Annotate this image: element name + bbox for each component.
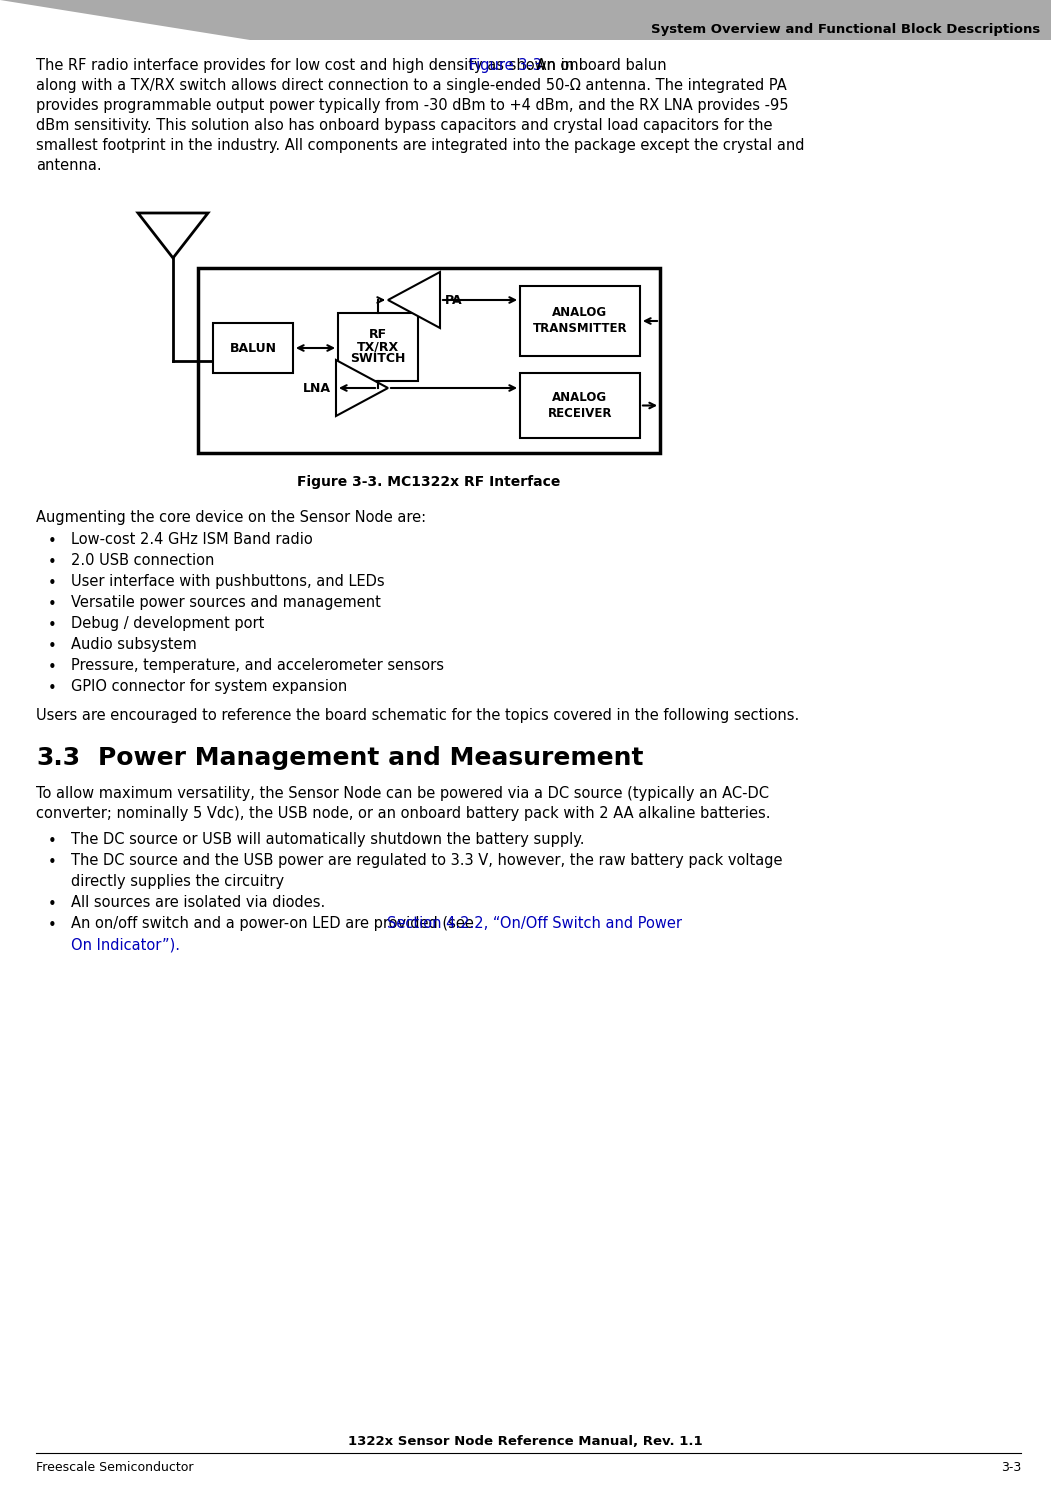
Polygon shape xyxy=(0,0,250,40)
Text: On Indicator”).: On Indicator”). xyxy=(71,938,180,953)
Polygon shape xyxy=(388,272,440,328)
Text: To allow maximum versatility, the Sensor Node can be powered via a DC source (ty: To allow maximum versatility, the Sensor… xyxy=(36,785,769,802)
Text: smallest footprint in the industry. All components are integrated into the packa: smallest footprint in the industry. All … xyxy=(36,137,804,152)
Polygon shape xyxy=(138,213,208,258)
Text: SWITCH: SWITCH xyxy=(350,352,406,366)
Text: provides programmable output power typically from -30 dBm to +4 dBm, and the RX : provides programmable output power typic… xyxy=(36,99,788,113)
Text: The DC source and the USB power are regulated to 3.3 V, however, the raw battery: The DC source and the USB power are regu… xyxy=(71,853,783,867)
Text: Pressure, temperature, and accelerometer sensors: Pressure, temperature, and accelerometer… xyxy=(71,658,444,673)
Bar xyxy=(520,373,640,437)
Bar xyxy=(198,269,660,452)
Text: Versatile power sources and management: Versatile power sources and management xyxy=(71,596,380,611)
Text: TX/RX: TX/RX xyxy=(357,340,399,354)
Text: •: • xyxy=(48,618,57,633)
Bar xyxy=(520,287,640,355)
Text: •: • xyxy=(48,534,57,549)
Text: converter; nominally 5 Vdc), the USB node, or an onboard battery pack with 2 AA : converter; nominally 5 Vdc), the USB nod… xyxy=(36,806,770,821)
Text: Power Management and Measurement: Power Management and Measurement xyxy=(98,746,643,770)
Text: LNA: LNA xyxy=(303,382,331,394)
Text: Audio subsystem: Audio subsystem xyxy=(71,638,197,652)
Text: The RF radio interface provides for low cost and high density as shown in: The RF radio interface provides for low … xyxy=(36,58,579,73)
Text: The DC source or USB will automatically shutdown the battery supply.: The DC source or USB will automatically … xyxy=(71,832,584,847)
Text: User interface with pushbuttons, and LEDs: User interface with pushbuttons, and LED… xyxy=(71,573,385,590)
Text: Augmenting the core device on the Sensor Node are:: Augmenting the core device on the Sensor… xyxy=(36,511,426,526)
Text: 2.0 USB connection: 2.0 USB connection xyxy=(71,552,214,567)
Text: Users are encouraged to reference the board schematic for the topics covered in : Users are encouraged to reference the bo… xyxy=(36,708,799,723)
Text: dBm sensitivity. This solution also has onboard bypass capacitors and crystal lo: dBm sensitivity. This solution also has … xyxy=(36,118,772,133)
Text: directly supplies the circuitry: directly supplies the circuitry xyxy=(71,873,284,888)
Text: TRANSMITTER: TRANSMITTER xyxy=(533,322,627,336)
Text: 1322x Sensor Node Reference Manual, Rev. 1.1: 1322x Sensor Node Reference Manual, Rev.… xyxy=(348,1435,702,1448)
Text: •: • xyxy=(48,835,57,850)
Text: •: • xyxy=(48,576,57,591)
Text: 3-3: 3-3 xyxy=(1001,1462,1021,1474)
Text: •: • xyxy=(48,855,57,870)
Text: along with a TX/RX switch allows direct connection to a single-ended 50-Ω antenn: along with a TX/RX switch allows direct … xyxy=(36,78,787,93)
Text: Section 4.2.2, “On/Off Switch and Power: Section 4.2.2, “On/Off Switch and Power xyxy=(387,917,682,932)
Text: antenna.: antenna. xyxy=(36,158,102,173)
Text: ANALOG: ANALOG xyxy=(553,306,607,320)
Text: Debug / development port: Debug / development port xyxy=(71,617,265,632)
Text: •: • xyxy=(48,660,57,675)
Text: BALUN: BALUN xyxy=(229,342,276,354)
Text: 3.3: 3.3 xyxy=(36,746,80,770)
Text: Figure 3-3. MC1322x RF Interface: Figure 3-3. MC1322x RF Interface xyxy=(297,475,560,490)
Text: •: • xyxy=(48,918,57,933)
Text: •: • xyxy=(48,639,57,654)
Bar xyxy=(338,314,418,381)
Text: Low-cost 2.4 GHz ISM Band radio: Low-cost 2.4 GHz ISM Band radio xyxy=(71,532,313,546)
Text: GPIO connector for system expansion: GPIO connector for system expansion xyxy=(71,679,347,694)
Text: •: • xyxy=(48,897,57,912)
Bar xyxy=(213,322,293,373)
Text: PA: PA xyxy=(445,294,462,306)
Text: •: • xyxy=(48,681,57,696)
Bar xyxy=(0,0,1051,40)
Text: RF: RF xyxy=(369,328,387,342)
Text: . An onboard balun: . An onboard balun xyxy=(528,58,667,73)
Text: All sources are isolated via diodes.: All sources are isolated via diodes. xyxy=(71,894,325,911)
Text: Figure 3-3: Figure 3-3 xyxy=(469,58,541,73)
Text: •: • xyxy=(48,555,57,570)
Text: System Overview and Functional Block Descriptions: System Overview and Functional Block Des… xyxy=(651,24,1040,36)
Text: •: • xyxy=(48,597,57,612)
Text: ANALOG: ANALOG xyxy=(553,391,607,405)
Text: Freescale Semiconductor: Freescale Semiconductor xyxy=(36,1462,193,1474)
Polygon shape xyxy=(336,360,388,417)
Text: RECEIVER: RECEIVER xyxy=(548,408,613,420)
Text: An on/off switch and a power-on LED are provided (see: An on/off switch and a power-on LED are … xyxy=(71,917,478,932)
